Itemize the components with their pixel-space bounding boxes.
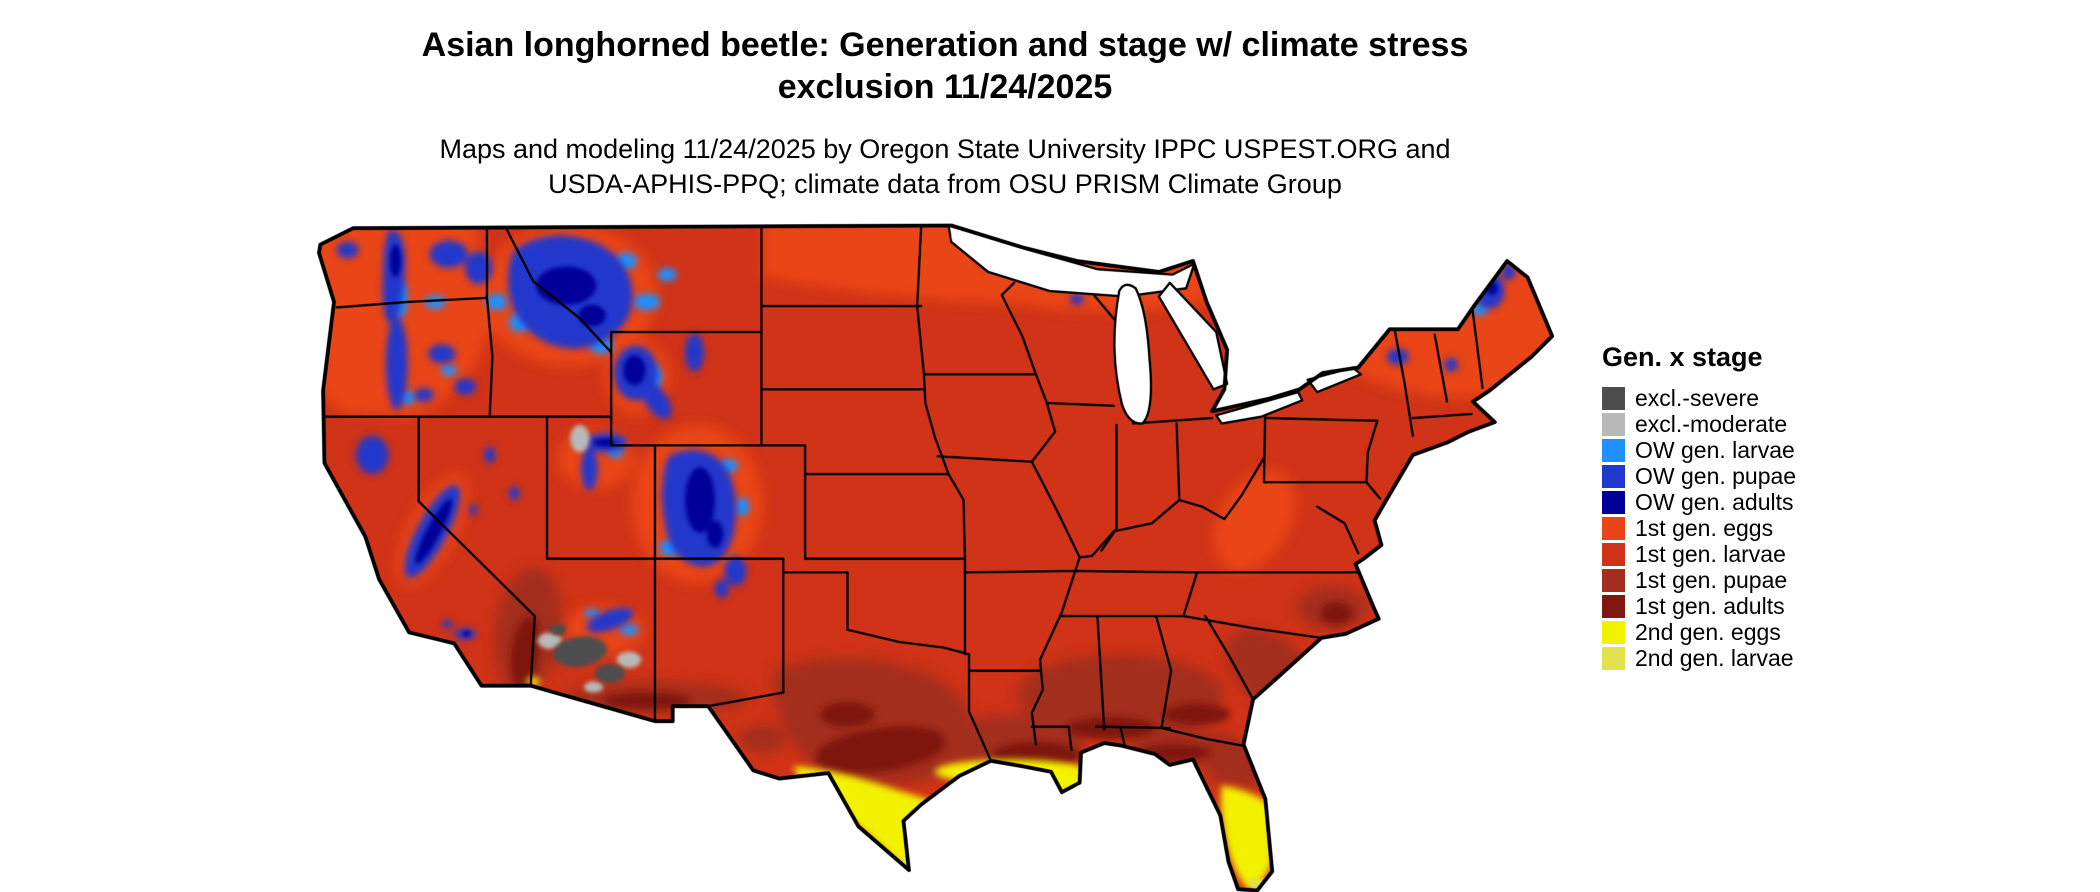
legend-label: OW gen. pupae [1635, 462, 1797, 489]
legend-label: 1st gen. pupae [1635, 566, 1788, 593]
legend-rows: excl.-severe excl.-moderate OW gen. larvae… [1602, 385, 1796, 671]
legend-item: OW gen. larvae [1602, 437, 1796, 463]
first-gen-adults-regions [510, 602, 1353, 774]
legend-item: 1st gen. larvae [1602, 541, 1796, 567]
lake-michigan [1113, 283, 1153, 425]
exclusion-moderate-regions [537, 424, 642, 693]
legend-swatch [1602, 568, 1625, 592]
conus-map [312, 220, 1555, 892]
legend-label: excl.-severe [1635, 384, 1759, 411]
legend-item: excl.-severe [1602, 385, 1796, 411]
legend-label: 1st gen. eggs [1635, 514, 1774, 541]
second-gen-larvae-regions [900, 850, 1267, 890]
us-outline [317, 223, 1555, 892]
lake-erie [1215, 390, 1304, 425]
legend-swatch [1602, 516, 1625, 540]
page-subtitle: Maps and modeling 11/24/2025 by Oregon S… [0, 132, 1890, 202]
legend: Gen. x stage excl.-severe excl.-moderate O… [1602, 342, 1796, 671]
legend-item: 1st gen. adults [1602, 593, 1796, 619]
legend-swatch [1602, 412, 1625, 436]
legend-label: 1st gen. larvae [1635, 540, 1786, 567]
legend-item: excl.-moderate [1602, 411, 1796, 437]
legend-swatch [1602, 646, 1625, 670]
legend-label: 1st gen. adults [1635, 592, 1785, 619]
legend-swatch [1602, 620, 1625, 644]
legend-swatch [1602, 386, 1625, 410]
legend-label: excl.-moderate [1635, 410, 1788, 437]
lake-huron [1157, 281, 1229, 391]
header: Asian longhorned beetle: Generation and … [0, 24, 1890, 202]
legend-item: 2nd gen. larvae [1602, 645, 1796, 671]
legend-title: Gen. x stage [1602, 342, 1763, 372]
exclusion-severe-regions [549, 624, 625, 683]
legend-item: OW gen. adults [1602, 489, 1796, 515]
page-title: Asian longhorned beetle: Generation and … [0, 24, 1890, 108]
legend-label: 2nd gen. larvae [1635, 644, 1794, 671]
legend-item: 2nd gen. eggs [1602, 619, 1796, 645]
legend-label: 2nd gen. eggs [1635, 618, 1781, 645]
legend-swatch [1602, 464, 1625, 488]
legend-label: OW gen. adults [1635, 488, 1794, 515]
legend-swatch [1602, 542, 1625, 566]
legend-item: OW gen. pupae [1602, 463, 1796, 489]
lake-superior [947, 224, 1196, 298]
legend-swatch [1602, 594, 1625, 618]
legend-item: 1st gen. eggs [1602, 515, 1796, 541]
us-map-svg [317, 223, 1555, 892]
page-subtitle-line1: Maps and modeling 11/24/2025 by Oregon S… [439, 134, 1451, 164]
legend-item: 1st gen. pupae [1602, 567, 1796, 593]
legend-swatch [1602, 490, 1625, 514]
great-lakes [947, 224, 1363, 425]
legend-swatch [1602, 438, 1625, 462]
legend-label: OW gen. larvae [1635, 436, 1795, 463]
page-title-line1: Asian longhorned beetle: Generation and … [421, 26, 1469, 64]
page-subtitle-line2: USDA-APHIS-PPQ; climate data from OSU PR… [548, 169, 1342, 199]
state-borders [324, 225, 1484, 762]
page-title-line2: exclusion 11/24/2025 [777, 68, 1113, 106]
